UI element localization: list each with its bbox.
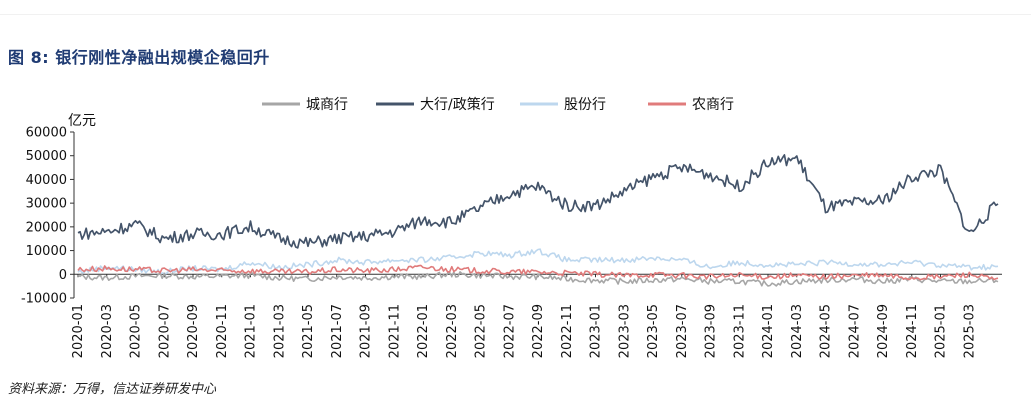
- y-tick-label: 40000: [26, 173, 67, 188]
- x-tick-label: 2024-11: [905, 304, 920, 358]
- x-tick-label: 2022-03: [445, 304, 460, 358]
- series-line: [77, 264, 999, 281]
- x-tick-label: 2023-01: [589, 304, 604, 358]
- x-tick-label: 2021-07: [330, 304, 345, 358]
- x-tick-label: 2023-09: [704, 304, 719, 358]
- x-tick-label: 2021-01: [244, 304, 259, 358]
- x-tick-label: 2022-05: [474, 304, 489, 358]
- legend-label: 股份行: [564, 97, 606, 113]
- legend: 城商行 大行/政策行 股份行 农商行: [262, 96, 734, 113]
- x-tick-label: 2023-03: [617, 304, 632, 358]
- figure-title-text: 银行刚性净融出规模企稳回升: [55, 48, 270, 67]
- y-tick-label: 60000: [26, 126, 67, 141]
- x-tick-label: 2024-03: [790, 304, 805, 358]
- y-tick-label: -10000: [21, 292, 67, 307]
- x-tick-label: 2023-05: [646, 304, 661, 358]
- x-tick-label: 2021-05: [301, 304, 316, 358]
- cropped-text-strip: [0, 0, 1031, 15]
- x-tick-label: 2023-11: [732, 304, 747, 358]
- x-tick-label: 2024-01: [761, 304, 776, 358]
- y-tick-label: 30000: [26, 197, 67, 212]
- x-tick-label: 2024-07: [847, 304, 862, 358]
- x-tick-label: 2021-03: [272, 304, 287, 358]
- x-tick-label: 2022-07: [502, 304, 517, 358]
- y-tick-label: 20000: [26, 220, 67, 235]
- x-tick-label: 2025-03: [962, 304, 977, 358]
- figure-label: 图 8:: [8, 48, 50, 67]
- x-tick-label: 2021-11: [387, 304, 402, 358]
- x-tick-label: 2022-01: [416, 304, 431, 358]
- source-note: 资料来源：万得，信达证券研发中心: [8, 382, 217, 397]
- y-axis-label: 亿元: [68, 113, 96, 129]
- x-tick-label: 2020-07: [157, 304, 172, 358]
- y-axis: -10000 0 10000 20000 30000 40000 50000 60000: [21, 126, 75, 307]
- legend-label: 城商行: [306, 97, 348, 113]
- x-tick-label: 2024-09: [876, 304, 891, 358]
- x-tick-label: 2020-11: [215, 304, 230, 358]
- x-tick-label: 2020-03: [100, 304, 115, 358]
- x-tick-label: 2025-01: [934, 304, 949, 358]
- x-tick-label: 2021-09: [359, 304, 374, 358]
- x-axis: 2020-01 2020-03 2020-05 2020-07 2020-09 2020-…: [71, 273, 1002, 358]
- figure-title: 图 8: 银行刚性净融出规模企稳回升: [8, 44, 270, 68]
- x-tick-label: 2024-05: [819, 304, 834, 358]
- series-lines: [77, 154, 999, 287]
- y-tick-label: 0: [59, 268, 67, 283]
- legend-label: 大行/政策行: [420, 96, 495, 113]
- series-line: [77, 271, 999, 287]
- series-line: [77, 154, 999, 249]
- y-tick-label: 50000: [26, 149, 67, 164]
- x-tick-label: 2023-07: [675, 304, 690, 358]
- y-tick-label: 10000: [26, 244, 67, 259]
- x-tick-label: 2020-01: [71, 304, 86, 358]
- series-line: [77, 248, 999, 275]
- x-tick-label: 2020-09: [186, 304, 201, 358]
- x-tick-label: 2020-05: [129, 304, 144, 358]
- x-tick-label: 2022-09: [531, 304, 546, 358]
- legend-label: 农商行: [692, 97, 734, 113]
- x-tick-label: 2022-11: [560, 304, 575, 358]
